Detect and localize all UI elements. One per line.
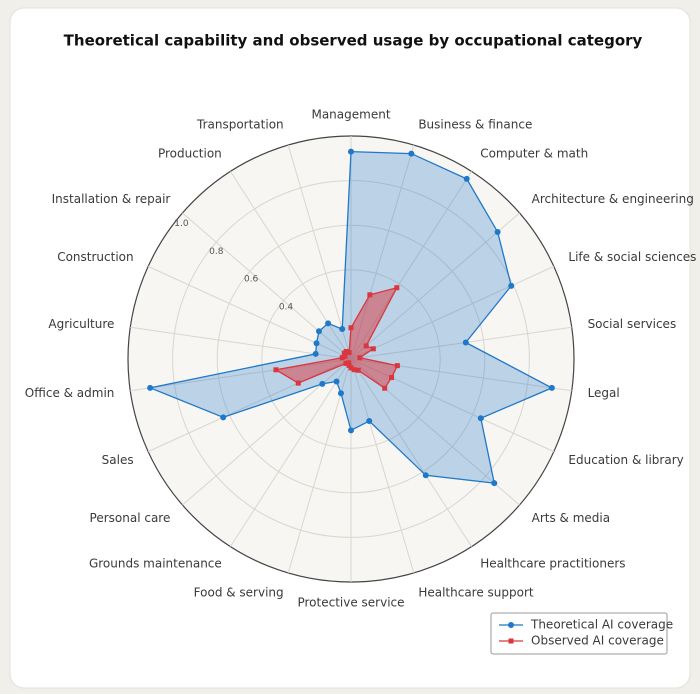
point [325,320,332,327]
spoke [350,358,415,574]
category-label: Computer & math [480,146,588,160]
point [508,282,515,289]
category-label: Production [158,146,222,160]
category-label: Personal care [90,511,171,525]
category-label: Arts & media [532,511,610,525]
spoke [350,265,555,360]
point [382,385,388,391]
point [319,380,326,387]
point [333,378,340,385]
legend-label: Theoretical AI coverage [530,618,673,632]
r-tick-label: 0.4 [279,303,294,313]
point [366,418,373,425]
category-label: Legal [588,386,620,400]
point [355,367,361,373]
point [348,325,354,331]
legend-label: Observed AI coverage [531,634,664,648]
category-label: Business & finance [418,118,532,132]
category-label: Healthcare practitioners [480,557,625,571]
point [273,367,279,373]
category-label: Life & social sciences [568,250,696,264]
point [422,472,429,479]
legend-box [490,612,668,655]
point [337,390,344,397]
category-label: Installation & repair [52,192,171,206]
point [389,375,395,381]
point [367,292,373,298]
point [342,353,348,359]
point [346,362,352,368]
spoke [182,212,352,360]
category-label: Education & library [568,453,683,467]
spoke [350,212,520,360]
category-label: Protective service [297,595,404,609]
category-label: Sales [102,453,134,467]
point [312,350,319,357]
point [343,348,349,354]
point [491,480,498,487]
r-tick-label: 0.8 [209,247,224,257]
point [394,363,400,369]
category-label: Agriculture [48,317,114,331]
point [363,343,369,349]
category-label: Food & serving [194,585,284,599]
point [394,285,400,291]
legend-marker [508,638,514,644]
category-label: Transportation [196,118,284,132]
point [315,328,322,335]
spoke [230,171,352,360]
point [313,340,320,347]
r-tick-label: 1.0 [174,219,189,229]
category-label: Grounds maintenance [89,557,222,571]
point [408,150,415,157]
point [357,355,363,361]
point [351,367,357,373]
point [348,427,354,434]
r-tick-label: 0.6 [244,275,259,285]
category-label: Management [311,108,390,122]
category-label: Social services [588,317,677,331]
category-label: Healthcare support [418,585,534,599]
point [348,365,354,371]
point [346,360,352,366]
point [343,360,349,366]
point [339,326,346,333]
point [295,380,301,386]
point [494,228,501,235]
spoke [287,144,352,360]
spoke [350,326,572,360]
point [548,384,555,391]
category-label: Office & admin [25,386,115,400]
point [220,414,227,421]
point [463,175,470,182]
point [348,148,354,155]
point [147,384,154,391]
point [370,346,376,352]
spoke [230,358,352,547]
legend-marker [508,622,514,628]
point [477,415,484,422]
category-label: Construction [57,250,133,264]
chart-title: Theoretical capability and observed usag… [64,32,643,50]
category-label: Architecture & engineering [532,192,694,206]
point [339,355,345,361]
point [462,339,469,346]
point [346,350,352,356]
spoke [350,358,472,547]
